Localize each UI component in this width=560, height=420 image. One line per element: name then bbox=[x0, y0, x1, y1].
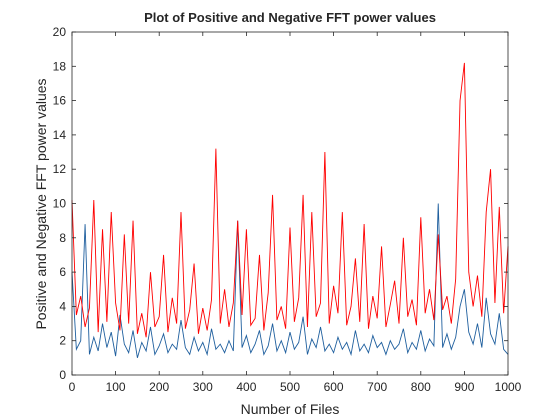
x-axis-label: Number of Files bbox=[241, 401, 340, 417]
y-tick-label: 2 bbox=[59, 334, 66, 348]
y-tick-label: 10 bbox=[53, 197, 67, 211]
y-tick-label: 6 bbox=[59, 265, 66, 279]
x-tick-label: 200 bbox=[149, 380, 169, 394]
x-tick-label: 700 bbox=[367, 380, 387, 394]
x-tick-label: 500 bbox=[280, 380, 300, 394]
x-tick-label: 600 bbox=[324, 380, 344, 394]
x-tick-label: 1000 bbox=[495, 380, 522, 394]
y-tick-label: 4 bbox=[59, 299, 66, 313]
x-tick-label: 800 bbox=[411, 380, 431, 394]
y-tick-label: 18 bbox=[53, 59, 67, 73]
data-line bbox=[71, 203, 509, 358]
x-tick-label: 900 bbox=[454, 380, 474, 394]
y-axis-label: Positive and Negative FFT power values bbox=[33, 78, 49, 329]
y-tick-label: 14 bbox=[53, 128, 67, 142]
y-tick-label: 8 bbox=[59, 231, 66, 245]
data-line bbox=[71, 62, 509, 338]
y-tick-label: 20 bbox=[53, 25, 67, 39]
x-tick-label: 100 bbox=[106, 380, 126, 394]
chart-title: Plot of Positive and Negative FFT power … bbox=[144, 10, 436, 25]
x-tick-label: 0 bbox=[69, 380, 76, 394]
x-tick-label: 300 bbox=[193, 380, 213, 394]
y-tick-label: 16 bbox=[53, 94, 67, 108]
y-tick-label: 0 bbox=[59, 368, 66, 382]
x-tick-label: 400 bbox=[236, 380, 256, 394]
y-tick-label: 12 bbox=[53, 162, 67, 176]
